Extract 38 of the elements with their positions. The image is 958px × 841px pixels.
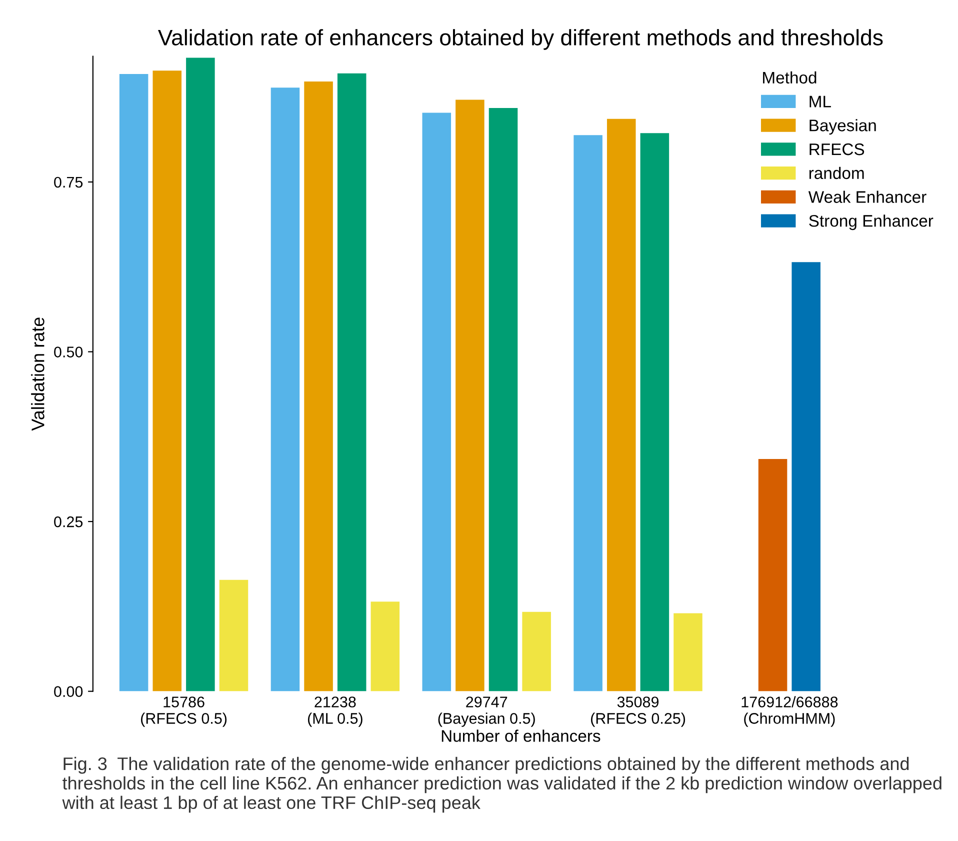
x-tick-label: 29747 (Bayesian 0.5) — [438, 696, 535, 727]
bar — [606, 118, 636, 692]
bar — [640, 133, 670, 692]
caption: Fig. 3 The validation rate of the genome-wide enhancer predictions obtained by the different methods and thresholds in the cell line K562. An enhancer prediction was validated if the 2 kb prediction window overlapped with at least 1 bp of at least one TRF ChIP-seq peak — [62, 756, 942, 813]
legend-label: ML — [810, 96, 831, 108]
bar — [792, 262, 820, 692]
bar — [574, 135, 602, 692]
y-tick-label: 0.25 — [54, 516, 83, 528]
bar — [304, 81, 333, 692]
y-axis-title: Validation rate — [31, 318, 44, 431]
bar — [674, 613, 702, 692]
x-tick-label: 176912/66888 (ChromHMM) — [742, 696, 838, 727]
legend-label: Weak Enhancer — [808, 190, 926, 203]
bar — [522, 612, 551, 692]
bar — [422, 112, 452, 692]
bar — [488, 108, 518, 692]
bar — [219, 580, 248, 692]
bar — [456, 100, 484, 692]
legend-title: Method — [763, 71, 816, 84]
x-tick-label: 15786 (RFECS 0.5) — [141, 696, 227, 727]
chart-title: Validation rate of enhancers obtained by different methods and thresholds — [158, 29, 883, 50]
y-tick-label: 0.75 — [54, 176, 83, 188]
legend-label: RFECS — [810, 143, 864, 156]
bar — [119, 74, 148, 692]
bar — [370, 602, 400, 692]
legend-label: Bayesian — [810, 119, 876, 135]
x-tick-label: 21238 (ML 0.5) — [308, 696, 362, 727]
y-tick-label: 0.00 — [54, 686, 83, 697]
x-tick-label: 35089 (RFECS 0.25) — [591, 696, 686, 727]
bar — [152, 70, 182, 692]
x-axis-title: Number of enhancers — [442, 730, 600, 742]
bar — [758, 459, 788, 692]
legend-label: Strong Enhancer — [809, 214, 934, 230]
bar — [270, 88, 300, 692]
legend-label: random — [809, 166, 864, 180]
bar — [337, 73, 366, 692]
y-tick-label: 0.50 — [54, 346, 83, 358]
bar — [186, 58, 215, 692]
